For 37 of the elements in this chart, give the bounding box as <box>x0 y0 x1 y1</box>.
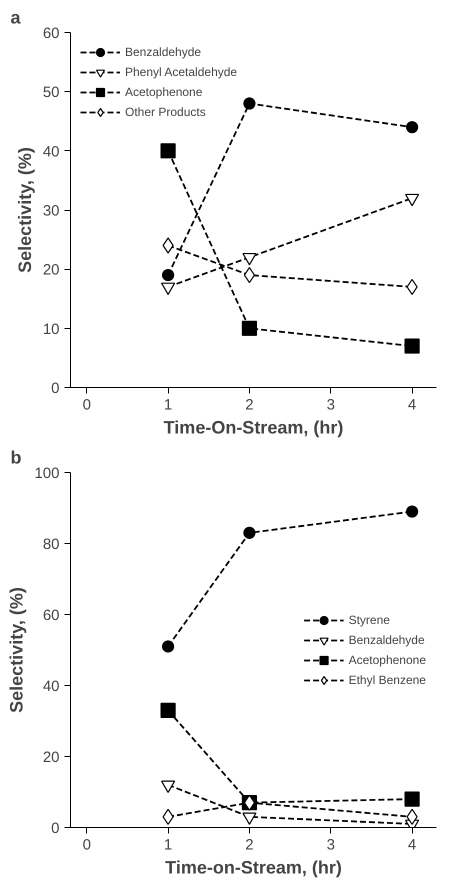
y-tick-label: 20 <box>42 262 60 279</box>
x-tick-label: 0 <box>82 396 91 414</box>
y-tick-label: 30 <box>42 202 60 220</box>
chart-title: a <box>10 8 22 28</box>
y-tick-label: 40 <box>42 678 60 695</box>
y-tick-label: 0 <box>51 380 60 397</box>
y-tick-label: 50 <box>42 84 60 102</box>
chart-title: b <box>10 448 22 468</box>
legend-label: Ethyl Benzene <box>348 672 426 686</box>
y-axis-title: Selectivity, (%) <box>14 147 35 273</box>
y-tick-label: 10 <box>42 320 60 338</box>
x-tick-label: 1 <box>164 396 172 414</box>
x-tick-label: 4 <box>408 396 416 414</box>
x-axis-title: Time-On-Stream, (hr) <box>164 418 344 438</box>
y-axis-title: Selectivity, (%) <box>6 587 26 713</box>
y-tick-label: 20 <box>42 749 60 766</box>
y-tick-label: 40 <box>42 143 60 160</box>
legend-label: Other Products <box>125 105 206 119</box>
x-tick-label: 2 <box>245 396 254 414</box>
x-tick-label: 0 <box>82 836 91 854</box>
legend-label: Phenyl Acetaldehyde <box>125 65 238 79</box>
y-tick-label: 100 <box>34 465 60 482</box>
y-tick-label: 60 <box>42 25 60 42</box>
x-tick-label: 3 <box>326 836 335 854</box>
x-tick-label: 2 <box>245 836 254 854</box>
y-tick-label: 60 <box>42 607 60 624</box>
legend-label: Acetophenone <box>125 85 202 99</box>
legend-label: Benzaldehyde <box>125 45 202 59</box>
x-axis-title: Time-on-Stream, (hr) <box>165 858 342 878</box>
legend-label: Acetophenone <box>348 652 426 666</box>
y-tick-label: 80 <box>42 536 60 553</box>
legend-label: Styrene <box>348 612 390 626</box>
x-tick-label: 4 <box>408 836 416 854</box>
x-tick-label: 3 <box>326 396 335 414</box>
y-tick-label: 0 <box>51 820 60 837</box>
x-tick-label: 1 <box>164 836 172 854</box>
legend-label: Benzaldehyde <box>348 632 425 646</box>
